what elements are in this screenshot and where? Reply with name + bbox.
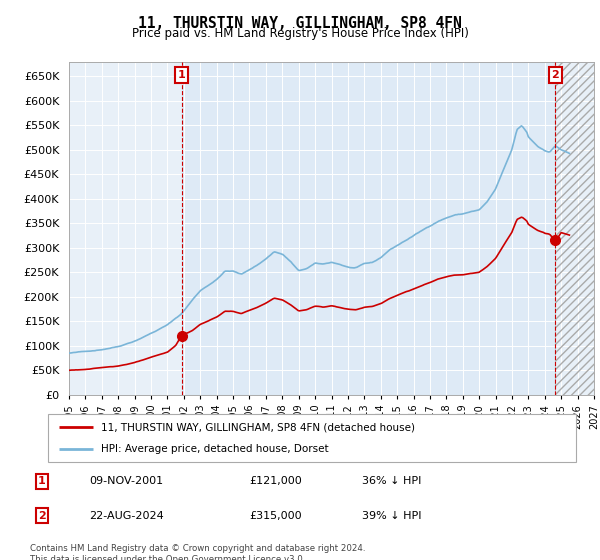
Text: Price paid vs. HM Land Registry's House Price Index (HPI): Price paid vs. HM Land Registry's House … <box>131 27 469 40</box>
Bar <box>182 62 556 395</box>
Text: 09-NOV-2001: 09-NOV-2001 <box>89 476 163 486</box>
Text: £121,000: £121,000 <box>250 476 302 486</box>
Text: 1: 1 <box>178 70 185 80</box>
Text: 22-AUG-2024: 22-AUG-2024 <box>89 511 164 521</box>
Text: 2: 2 <box>38 511 46 521</box>
Text: 1: 1 <box>38 476 46 486</box>
Text: 2: 2 <box>551 70 559 80</box>
Text: HPI: Average price, detached house, Dorset: HPI: Average price, detached house, Dors… <box>101 444 328 454</box>
Text: 36% ↓ HPI: 36% ↓ HPI <box>362 476 422 486</box>
Text: 39% ↓ HPI: 39% ↓ HPI <box>362 511 422 521</box>
Text: £315,000: £315,000 <box>250 511 302 521</box>
Text: Contains HM Land Registry data © Crown copyright and database right 2024.
This d: Contains HM Land Registry data © Crown c… <box>30 544 365 560</box>
Text: 11, THURSTIN WAY, GILLINGHAM, SP8 4FN: 11, THURSTIN WAY, GILLINGHAM, SP8 4FN <box>138 16 462 31</box>
Text: 11, THURSTIN WAY, GILLINGHAM, SP8 4FN (detached house): 11, THURSTIN WAY, GILLINGHAM, SP8 4FN (d… <box>101 422 415 432</box>
